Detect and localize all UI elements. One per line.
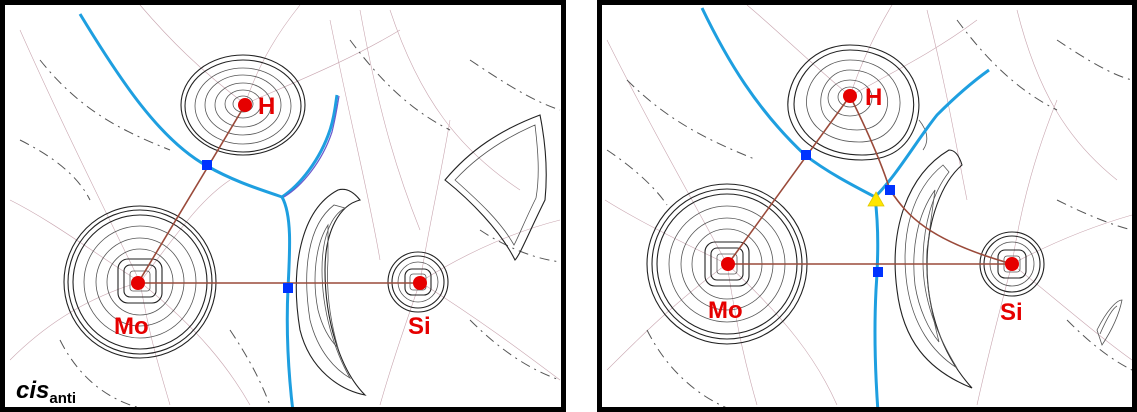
panel-2: H Mo Si <box>597 0 1137 412</box>
panel-cis-anti: H Mo Si cisanti <box>0 0 566 412</box>
right-edge-contours <box>1096 299 1123 346</box>
upper-right-contours <box>444 114 547 261</box>
atom-label-si: Si <box>408 313 431 340</box>
panel-1-plot: H Mo Si cisanti <box>0 0 566 412</box>
bond-critical-point <box>202 160 212 170</box>
nucleus-si <box>1005 257 1019 271</box>
bond-path-mo-h <box>137 104 246 284</box>
panel-title-subscript: anti <box>49 390 76 407</box>
bond-critical-point <box>283 283 293 293</box>
interatomic-surface <box>280 196 295 412</box>
dashed-contours <box>606 19 1133 409</box>
bond-critical-point <box>885 185 895 195</box>
crescent-contours <box>295 188 367 396</box>
interatomic-surface <box>700 7 876 199</box>
panel-title-main: cis <box>16 377 49 404</box>
ring-critical-point <box>867 191 885 207</box>
nucleus-mo <box>721 257 735 271</box>
h-basin-contours <box>787 44 928 161</box>
nucleus-si <box>413 276 427 290</box>
panel-title: cisanti <box>16 377 76 407</box>
nucleus-h <box>843 89 857 103</box>
atom-label-h: H <box>258 93 275 120</box>
interatomic-surface <box>873 68 990 199</box>
si-basin-contours <box>387 251 449 313</box>
mo-basin-contours <box>63 205 217 359</box>
interatomic-surface <box>78 13 339 199</box>
bond-path-mo-h <box>727 95 851 265</box>
atom-label-mo: Mo <box>708 297 743 324</box>
surface-edge <box>283 95 340 198</box>
interatomic-surface <box>873 196 880 412</box>
atom-label-h: H <box>865 84 882 111</box>
panel-frame <box>597 0 1137 412</box>
h-basin-contours <box>180 54 306 156</box>
dashed-contours <box>19 39 563 409</box>
crescent-contours <box>894 149 973 389</box>
nucleus-mo <box>131 276 145 290</box>
bond-critical-point <box>873 267 883 277</box>
nucleus-h <box>238 98 252 112</box>
atom-label-mo: Mo <box>114 313 149 340</box>
panel-2-plot: H Mo Si <box>597 0 1137 412</box>
panel-frame <box>0 0 566 412</box>
atom-label-si: Si <box>1000 299 1023 326</box>
bond-critical-point <box>801 150 811 160</box>
